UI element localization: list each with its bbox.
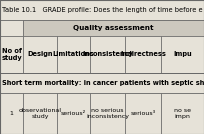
Bar — [0, 36, 23, 73]
Text: Short term mortality: in cancer patients with septic shock ¹: Short term mortality: in cancer patients… — [2, 79, 204, 86]
Text: Quality assessment: Quality assessment — [73, 25, 154, 31]
Bar — [23, 20, 204, 36]
Bar — [57, 93, 90, 134]
Bar — [125, 93, 161, 134]
Bar — [90, 36, 125, 73]
Text: Impu: Impu — [173, 51, 192, 57]
Bar — [23, 93, 57, 134]
Text: observational
study: observational study — [19, 108, 62, 119]
Bar — [0, 20, 23, 36]
Text: Indirectness: Indirectness — [120, 51, 166, 57]
Bar — [161, 36, 204, 73]
Text: no serious
inconsistency: no serious inconsistency — [86, 108, 129, 119]
Bar — [57, 36, 90, 73]
Bar — [0, 93, 23, 134]
Bar — [161, 93, 204, 134]
Text: No of
study: No of study — [1, 48, 22, 61]
Bar — [125, 36, 161, 73]
Text: no se
impn: no se impn — [174, 108, 191, 119]
Text: serious³: serious³ — [131, 111, 156, 116]
Bar — [90, 93, 125, 134]
Bar — [0, 0, 204, 20]
Text: Table 10.1   GRADE profile: Does the length of time before e: Table 10.1 GRADE profile: Does the lengt… — [2, 7, 203, 13]
Text: Limitations: Limitations — [53, 51, 94, 57]
Text: Design: Design — [28, 51, 53, 57]
Bar — [0, 73, 204, 93]
Text: serious²: serious² — [61, 111, 86, 116]
Bar — [23, 36, 57, 73]
Text: 1: 1 — [10, 111, 14, 116]
Text: Inconsistency: Inconsistency — [82, 51, 133, 57]
